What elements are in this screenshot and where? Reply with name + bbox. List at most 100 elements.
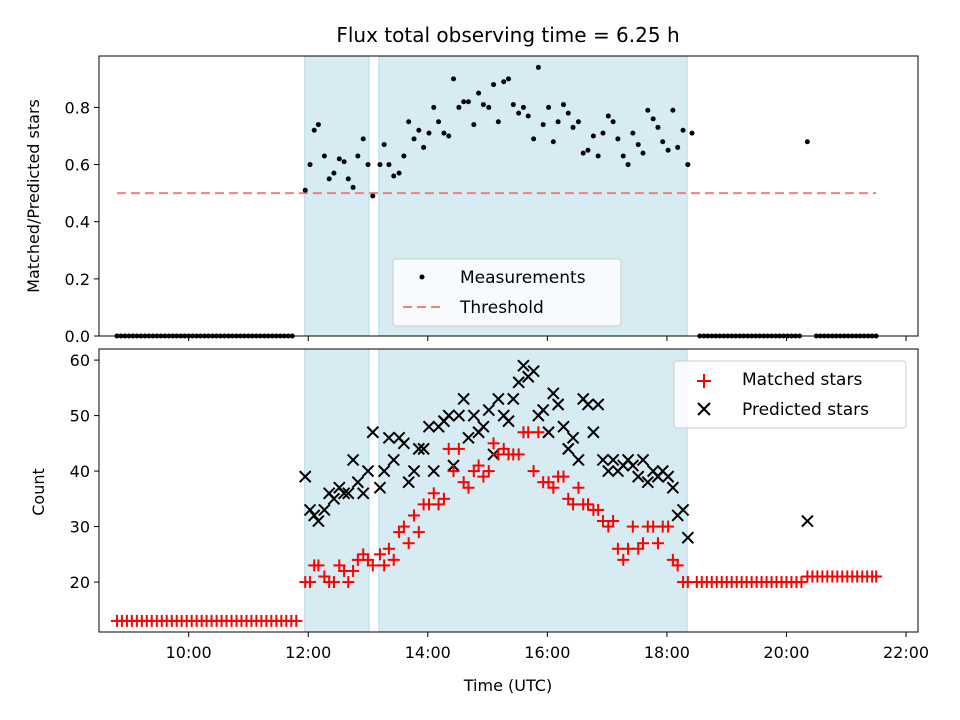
predicted-star-point: [327, 492, 341, 506]
y-tick-label: 0.8: [65, 98, 90, 117]
chart-title: Flux total observing time = 6.25 h: [336, 23, 679, 47]
measurement-point: [625, 162, 631, 168]
matched-star-point: [408, 509, 421, 522]
matched-star-point: [447, 465, 460, 478]
measurement-point: [426, 130, 432, 136]
measurement-point: [680, 127, 686, 133]
measurement-point: [635, 142, 641, 148]
x-tick-label: 18:00: [644, 643, 690, 662]
matched-star-point: [795, 576, 808, 589]
predicted-star-point: [462, 431, 475, 444]
measurement-point: [491, 82, 497, 88]
matched-star-point: [327, 576, 340, 589]
legend-predicted-label: Predicted stars: [742, 400, 869, 420]
measurement-point: [550, 139, 556, 145]
top-panel: 0.0 0.2 0.4 0.6 0.8 Flux total observing tim…: [24, 23, 919, 346]
measurement-point: [465, 99, 471, 105]
measurement-point: [510, 102, 516, 108]
predicted-star-point: [551, 398, 565, 411]
measurement-point: [565, 110, 571, 116]
matched-star-point: [637, 537, 650, 550]
measurement-point: [540, 122, 546, 128]
predicted-star-point: [318, 503, 331, 517]
predicted-star-point: [566, 431, 580, 444]
predicted-star-point: [299, 470, 312, 483]
predicted-star-point: [557, 420, 570, 433]
matched-star-points: [110, 426, 883, 627]
measurement-point: [411, 136, 417, 142]
predicted-star-point: [477, 420, 490, 433]
predicted-star-point: [666, 481, 680, 494]
legend-predicted-marker: [697, 402, 711, 416]
top-legend-box: [392, 258, 622, 327]
measurement-point: [331, 170, 337, 176]
matched-star-point: [582, 498, 595, 511]
matched-star-point: [611, 542, 624, 555]
measurement-point: [480, 102, 486, 108]
y-tick-label: 20: [70, 573, 90, 592]
predicted-star-point: [661, 470, 675, 483]
bottom-y-axis-label: Count: [29, 468, 48, 516]
matched-star-point: [387, 553, 400, 566]
legend-matched-label: Matched stars: [742, 370, 862, 390]
measurement-point: [456, 104, 462, 110]
predicted-star-point: [492, 392, 505, 406]
y-tick-label: 40: [70, 462, 90, 481]
measurement-point: [416, 127, 422, 133]
measurement-point: [585, 147, 591, 153]
matched-star-point: [607, 515, 620, 528]
matched-star-point: [342, 576, 355, 589]
observing-window-1: [304, 55, 370, 337]
predicted-star-point: [442, 409, 455, 422]
measurement-point: [365, 162, 371, 168]
predicted-star-point: [606, 453, 620, 467]
matched-star-point: [412, 526, 425, 539]
measurement-point: [350, 184, 356, 190]
predicted-star-point: [632, 470, 645, 483]
predicted-star-point: [681, 531, 695, 544]
matched-star-point: [312, 559, 325, 572]
bottom-axes-frame: [98, 348, 919, 633]
measurement-point: [630, 130, 636, 136]
matched-star-point: [347, 564, 360, 577]
measurement-point: [441, 130, 447, 136]
measurement-point: [476, 90, 482, 96]
matched-star-point: [477, 470, 490, 483]
matched-star-point: [671, 559, 684, 572]
predicted-star-point: [636, 453, 650, 467]
predicted-star-point: [357, 487, 370, 500]
measurement-point: [451, 76, 457, 82]
matched-star-point: [442, 442, 455, 455]
predicted-star-point: [536, 403, 550, 417]
measurement-point: [341, 159, 347, 165]
bottom-x-ticks: 10:00 12:00 14:00 16:00 18:00 20:00 22:00: [166, 632, 929, 662]
predicted-star-point: [581, 398, 595, 411]
bottom-panel: 20 30 40 50 60 10:00 12:00 14:00 16:00 18:00 20:0…: [29, 348, 929, 695]
predicted-star-point: [482, 403, 495, 417]
predicted-star-point: [596, 453, 610, 467]
measurement-point: [506, 76, 511, 82]
measurement-point: [391, 173, 397, 179]
matched-star-point: [522, 426, 535, 439]
matched-star-point: [427, 487, 440, 500]
measurement-point: [620, 153, 626, 159]
matched-star-point: [557, 470, 570, 483]
predicted-star-point: [422, 420, 436, 433]
matched-star-point: [397, 520, 410, 533]
matched-star-point: [402, 537, 415, 550]
y-tick-label: 0.0: [65, 327, 90, 346]
matched-star-point: [378, 559, 391, 572]
bottom-legend: Matched stars Predicted stars: [673, 360, 907, 429]
matched-star-point: [527, 465, 540, 478]
y-tick-label: 30: [70, 518, 90, 537]
measurement-point: [555, 119, 561, 125]
measurement-point: [605, 113, 611, 119]
legend-matched-marker: [697, 374, 711, 388]
measurement-point: [360, 136, 366, 142]
predicted-star-point: [587, 426, 600, 439]
legend-measurements-label: Measurements: [460, 268, 586, 288]
measurement-point: [345, 176, 351, 182]
observing-windows-bottom: [304, 348, 688, 633]
measurement-point: [804, 139, 810, 145]
